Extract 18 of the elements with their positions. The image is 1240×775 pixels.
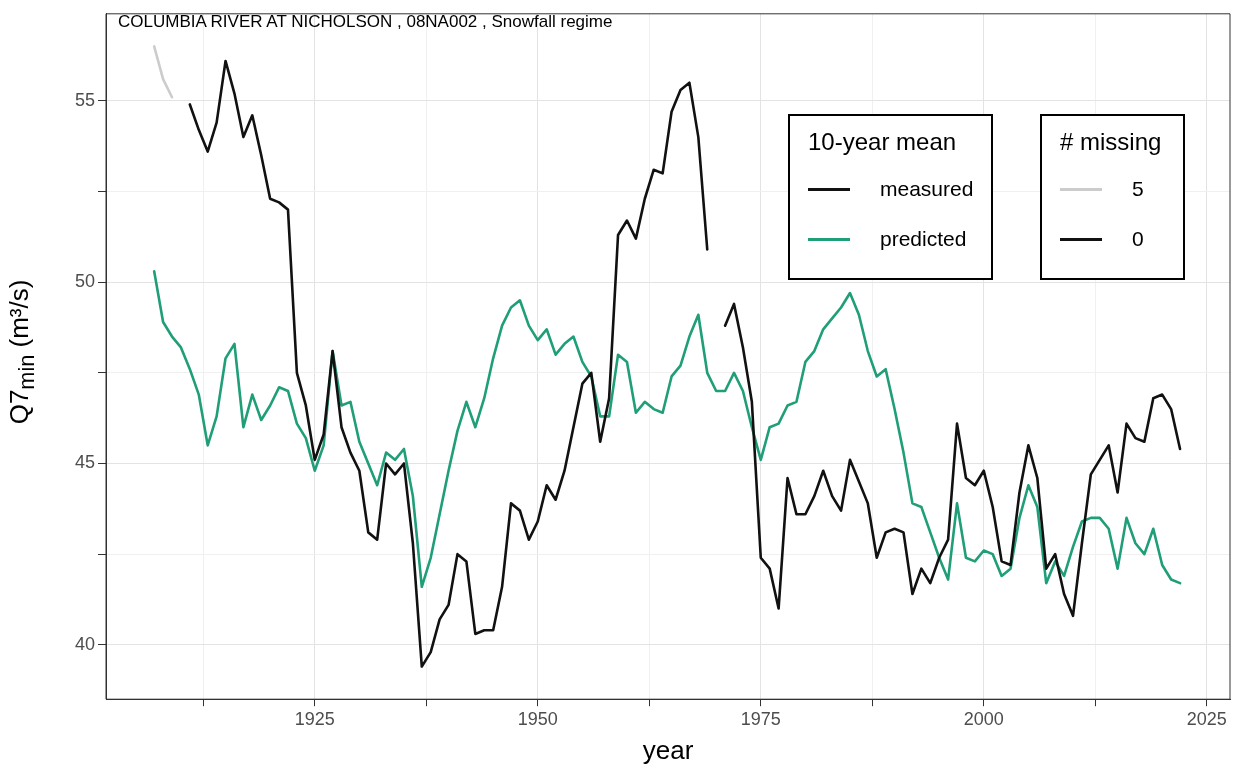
- shade-legend: # missing 5 0: [1040, 114, 1186, 280]
- x-tick-label: 1925: [294, 708, 335, 729]
- annotation: 5: [1131, 176, 1145, 202]
- y-tick-label: 50: [74, 271, 95, 292]
- legend-label: measured: [879, 176, 974, 202]
- legend-label: predicted: [879, 226, 968, 252]
- y-tick-label: 40: [74, 633, 95, 654]
- annotation: # missing: [1060, 128, 1163, 156]
- x-tick-label: 2000: [963, 708, 1004, 729]
- y-tick-label: 55: [74, 89, 95, 110]
- chart-title: COLUMBIA RIVER AT NICHOLSON , 08NA002 , Snowfall regime: [118, 12, 613, 32]
- x-tick-label: 1950: [517, 708, 558, 729]
- x-tick-label: 2025: [1186, 708, 1227, 729]
- x-axis-title: year: [642, 734, 694, 765]
- x-tick-label: 1975: [740, 708, 781, 729]
- legend-title: 10-year mean: [808, 128, 958, 156]
- annotation: 0: [1131, 226, 1145, 252]
- y-tick-label: 45: [74, 452, 95, 473]
